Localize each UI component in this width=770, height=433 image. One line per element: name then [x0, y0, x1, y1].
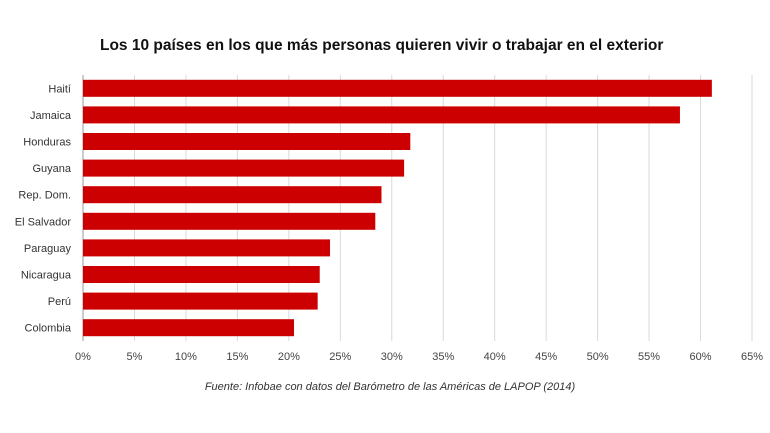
x-tick-label: 0%: [75, 351, 91, 363]
x-tick-label: 35%: [432, 351, 454, 363]
category-label: Honduras: [23, 137, 71, 149]
chart-title: Los 10 países en los que más personas qu…: [100, 37, 664, 54]
x-tick-label: 40%: [484, 351, 506, 363]
bar-10: [83, 319, 294, 337]
chart-source-note: Fuente: Infobae con datos del Barómetro …: [204, 381, 576, 393]
bar-4: [83, 159, 405, 177]
x-tick-label: 55%: [638, 351, 660, 363]
category-label: Perú: [48, 296, 71, 308]
category-label: El Salvador: [15, 216, 72, 228]
bar-9: [83, 292, 318, 310]
x-tick-label: 20%: [278, 351, 300, 363]
category-label: Colombia: [25, 323, 72, 335]
bar-1: [83, 79, 712, 97]
bar-5: [83, 186, 382, 204]
bar-2: [83, 106, 680, 124]
bar-3: [83, 133, 411, 150]
category-label: Rep. Dom.: [18, 190, 71, 202]
category-label: Nicaragua: [21, 270, 72, 282]
category-label: Guyana: [32, 163, 71, 175]
x-tick-label: 10%: [175, 351, 197, 363]
category-label: Haití: [48, 83, 71, 95]
bar-8: [83, 266, 320, 283]
x-tick-label: 5%: [127, 351, 143, 363]
bar-6: [83, 212, 376, 230]
category-label: Jamaica: [30, 110, 72, 122]
x-tick-label: 65%: [741, 351, 763, 363]
category-label: Paraguay: [24, 243, 72, 255]
x-tick-label: 25%: [329, 351, 351, 363]
x-tick-label: 45%: [535, 351, 557, 363]
x-tick-label: 50%: [587, 351, 609, 363]
x-tick-label: 60%: [690, 351, 712, 363]
bar-7: [83, 239, 331, 257]
x-tick-label: 30%: [381, 351, 403, 363]
x-tick-label: 15%: [226, 351, 248, 363]
